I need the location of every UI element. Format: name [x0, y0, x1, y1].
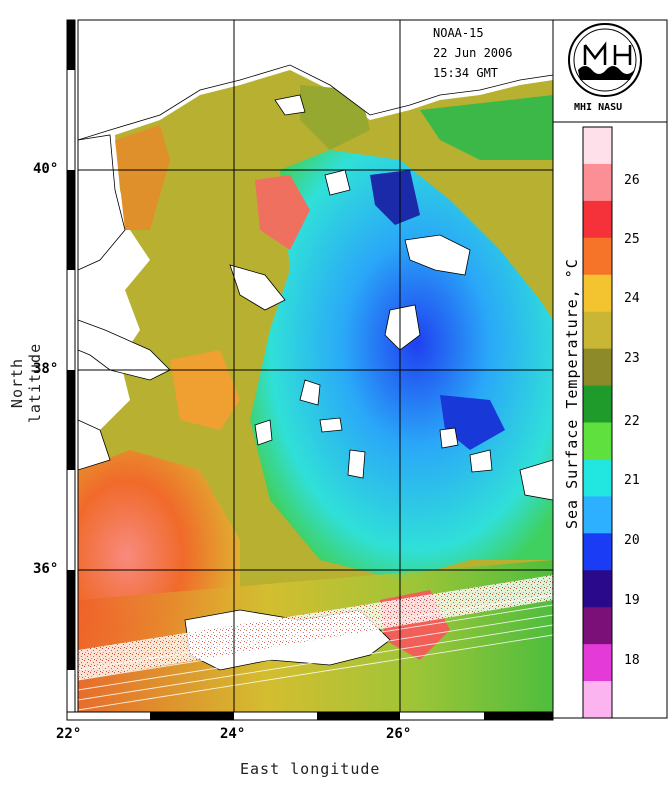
- lat-tick-36: 36°: [33, 561, 59, 577]
- satellite-name: NOAA-15: [433, 26, 484, 40]
- colorbar-swatch: [583, 496, 612, 534]
- cb-tick-19: 19: [624, 593, 640, 608]
- cb-tick-24: 24: [624, 291, 640, 306]
- lat-tick-38: 38°: [33, 361, 59, 377]
- lon-tick-24: 24°: [220, 726, 246, 742]
- colorbar-swatch: [583, 385, 612, 424]
- lon-tick-26: 26°: [386, 726, 412, 742]
- cb-tick-20: 20: [624, 533, 640, 548]
- colorbar-swatch: [583, 163, 612, 202]
- colorbar-swatch: [583, 607, 612, 645]
- colorbar-swatch: [583, 644, 612, 682]
- latitude-scale-bar: [66, 19, 76, 719]
- satellite-swath-edge: [77, 575, 554, 711]
- colorbar-swatch: [583, 459, 612, 497]
- graticule: [78, 20, 553, 718]
- colorbar-swatch: [583, 274, 612, 313]
- y-axis-title: North latitude: [8, 342, 44, 424]
- colorbar-swatch: [583, 237, 612, 276]
- colorbar-scale: [583, 127, 612, 719]
- cb-tick-25: 25: [624, 232, 640, 247]
- colorbar-title: Sea Surface Temperature, °C: [563, 258, 581, 529]
- colorbar-swatch: [583, 422, 612, 461]
- acquisition-date: 22 Jun 2006: [433, 46, 513, 60]
- mhi-logo: [568, 23, 642, 97]
- colorbar-swatch: [583, 311, 612, 350]
- lat-tick-40: 40°: [33, 161, 59, 177]
- x-axis-title: East longitude: [240, 760, 381, 778]
- cb-tick-26: 26: [624, 173, 640, 188]
- cb-tick-21: 21: [624, 473, 640, 488]
- acquisition-time: 15:34 GMT: [433, 66, 499, 80]
- cb-tick-22: 22: [624, 414, 640, 429]
- lon-tick-22: 22°: [56, 726, 82, 742]
- colorbar-swatch: [583, 348, 612, 387]
- longitude-scale-bar: [66, 711, 554, 721]
- colorbar-swatch: [583, 681, 612, 719]
- cb-tick-23: 23: [624, 351, 640, 366]
- colorbar-swatch: [583, 200, 612, 239]
- colorbar-swatch: [583, 533, 612, 571]
- colorbar-swatch: [583, 570, 612, 608]
- cb-tick-18: 18: [624, 653, 640, 668]
- colorbar-swatch: [583, 127, 612, 165]
- logo-caption: MHI NASU: [574, 102, 623, 113]
